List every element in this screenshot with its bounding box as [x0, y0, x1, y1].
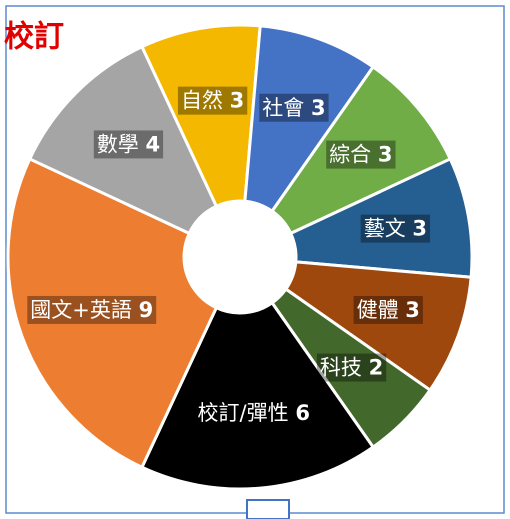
- labels: 自然 3 社會 3綜合 3藝文 3健體 3科技 2校訂/彈性 6國文+英語 9數學…: [27, 86, 431, 428]
- segment: [283, 260, 473, 393]
- chart-title: 校訂: [4, 20, 64, 55]
- segment-label: 社會 3: [259, 93, 329, 122]
- segment-label: 國文+英語 9: [27, 295, 157, 324]
- segment: [6, 156, 219, 470]
- segment: [288, 156, 474, 279]
- segment-label: 數學 4: [93, 130, 164, 159]
- segments: [6, 23, 474, 491]
- label-bg: [177, 86, 248, 115]
- label-bg: [316, 353, 387, 382]
- label-text: 數學 4: [97, 132, 160, 156]
- category-label: 校訂/彈性: [198, 401, 289, 425]
- category-label: 藝文: [364, 217, 406, 241]
- segment: [27, 44, 219, 236]
- label-bg: [27, 295, 157, 324]
- category-label: 科技: [320, 356, 362, 380]
- label-bg: [326, 140, 396, 169]
- segment-label: 藝文 3: [360, 214, 431, 243]
- value-label: 3: [378, 143, 393, 167]
- category-label: 社會: [262, 96, 304, 120]
- segment: [139, 300, 376, 491]
- label-bg: [353, 295, 423, 324]
- label-text: 自然 3: [181, 89, 244, 113]
- label-bg: [194, 399, 313, 428]
- label-text: 健體 3: [357, 298, 420, 322]
- label-text: 綜合 3: [329, 143, 392, 167]
- label-text: 藝文 3: [364, 217, 427, 241]
- segment-label: 健體 3: [353, 295, 423, 324]
- segment-label: 自然 3: [177, 86, 248, 115]
- value-label: 4: [145, 132, 160, 156]
- label-text: 科技 2: [320, 356, 383, 380]
- value-label: 9: [139, 298, 154, 322]
- label-text: 校訂/彈性 6: [198, 401, 310, 425]
- label-bg: [360, 214, 431, 243]
- category-label: 健體: [357, 298, 399, 322]
- value-label: 3: [412, 217, 427, 241]
- segment: [243, 24, 376, 214]
- value-label: 2: [369, 356, 384, 380]
- category-label: 國文+英語: [30, 298, 132, 322]
- category-label: 自然: [181, 89, 223, 113]
- value-label: 3: [405, 298, 420, 322]
- value-label: 3: [230, 89, 245, 113]
- segment-label: 綜合 3: [326, 140, 396, 169]
- segment: [139, 23, 262, 209]
- value-label: 6: [295, 401, 310, 425]
- value-label: 3: [311, 96, 326, 120]
- label-text: 國文+英語 9: [30, 298, 153, 322]
- label-bg: [93, 130, 164, 159]
- bottom-box: [246, 499, 290, 519]
- segment-label: 科技 2: [316, 353, 387, 382]
- label-bg: [259, 93, 329, 122]
- category-label: 綜合: [329, 143, 371, 167]
- segment: [270, 64, 453, 236]
- segment-label: 校訂/彈性 6: [194, 399, 313, 428]
- label-text: 社會 3: [262, 96, 325, 120]
- category-label: 數學: [97, 132, 139, 156]
